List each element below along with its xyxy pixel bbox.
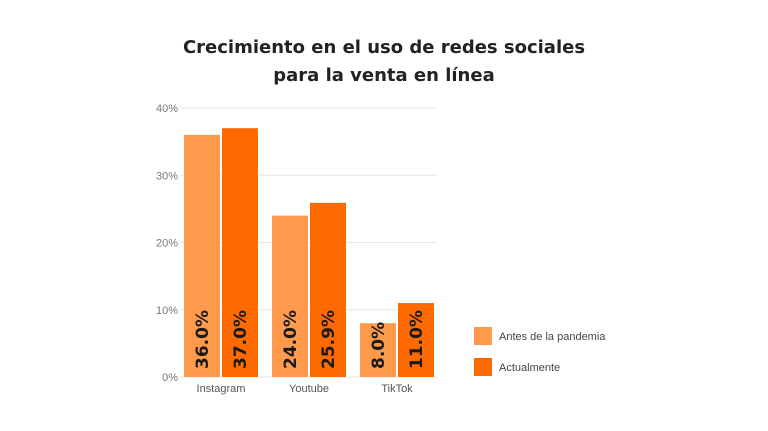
y-tick-label: 20%: [156, 238, 178, 250]
bar-youtube-1: [310, 202, 346, 377]
legend-label: Antes de la pandemia: [499, 331, 606, 343]
bar-tiktok-1: [398, 303, 434, 377]
x-category-label: Youtube: [289, 383, 329, 395]
bar-instagram-1: [222, 128, 258, 377]
data-label: 36.0%: [193, 310, 213, 369]
data-label: 11.0%: [407, 310, 427, 369]
x-axis-categories: Instagram Youtube TikTok: [197, 383, 414, 395]
bar-tiktok-0: [360, 323, 396, 377]
data-label: 24.0%: [281, 310, 301, 369]
data-label: 25.9%: [319, 310, 339, 369]
y-tick-label: 30%: [156, 170, 178, 182]
data-labels: 36.0% 37.0% 24.0% 25.9% 8.0% 11.0%: [193, 310, 427, 369]
y-tick-label: 10%: [156, 305, 178, 317]
chart-title-line-1: Crecimiento en el uso de redes sociales: [182, 37, 586, 58]
chart-title-line-2: para la venta en línea: [273, 65, 495, 86]
legend-swatch: [474, 327, 492, 345]
bars: [184, 128, 434, 377]
data-label: 37.0%: [231, 310, 251, 369]
y-axis-ticks: 0% 10% 20% 30% 40%: [156, 103, 178, 384]
legend: Antes de la pandemia Actualmente: [474, 327, 606, 376]
x-category-label: TikTok: [381, 383, 413, 395]
bar-youtube-0: [272, 215, 308, 377]
y-tick-label: 0%: [162, 372, 178, 384]
legend-label: Actualmente: [499, 362, 560, 374]
x-category-label: Instagram: [197, 383, 246, 395]
y-tick-label: 40%: [156, 103, 178, 115]
chart-title: Crecimiento en el uso de redes sociales …: [0, 34, 768, 90]
data-label: 8.0%: [369, 322, 389, 369]
bar-instagram-0: [184, 134, 220, 377]
legend-swatch: [474, 358, 492, 376]
